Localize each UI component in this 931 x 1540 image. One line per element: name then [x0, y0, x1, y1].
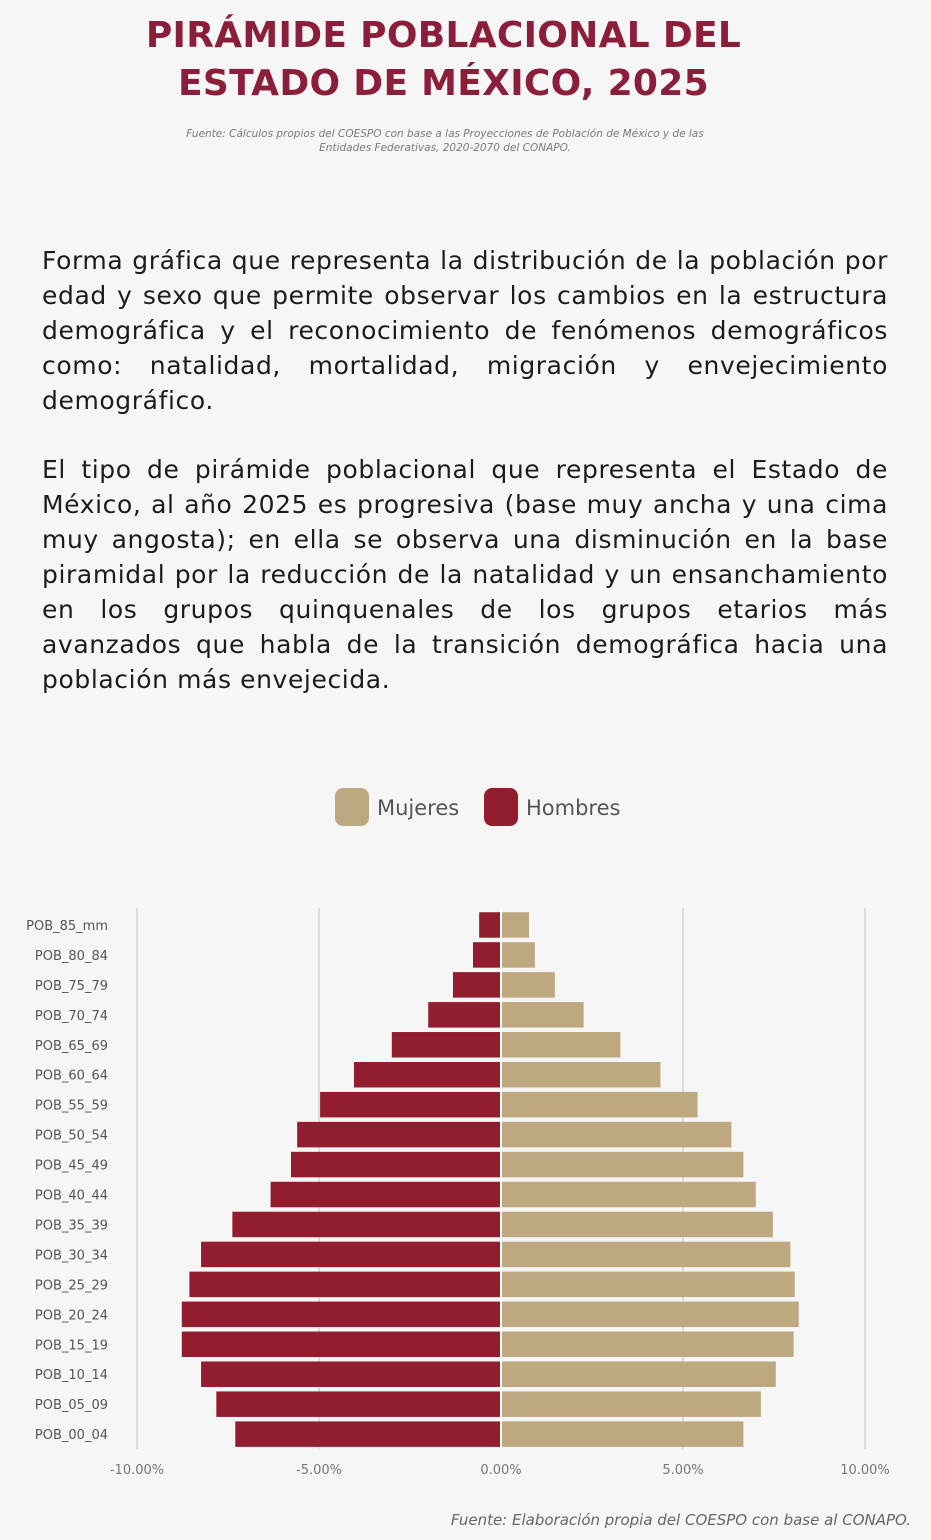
y-tick-label: POB_00_04: [35, 1428, 108, 1443]
bar-mujeres: [501, 1002, 584, 1028]
bar-mujeres: [501, 1061, 661, 1088]
y-tick-label: POB_60_64: [35, 1069, 108, 1084]
bar-mujeres: [501, 1211, 773, 1238]
bar-mujeres: [501, 1421, 744, 1447]
y-tick-label: POB_10_14: [35, 1368, 108, 1383]
description-paragraph-2: El tipo de pirámide poblacional que repr…: [42, 455, 888, 694]
bar-hombres: [479, 912, 501, 938]
bar-mujeres: [501, 1391, 761, 1417]
bar-hombres: [353, 1061, 501, 1088]
bar-hombres: [232, 1211, 502, 1238]
page-title: PIRÁMIDE POBLACIONAL DEL ESTADO DE MÉXIC…: [0, 12, 887, 108]
x-tick-label: -5.00%: [296, 1463, 342, 1478]
source-top-line-2: Entidades Federativas, 2020-2070 del CON…: [319, 142, 571, 154]
bar-mujeres: [501, 1301, 799, 1328]
bar-mujeres: [501, 1331, 794, 1358]
bar-hombres: [428, 1002, 501, 1028]
bar-hombres: [297, 1121, 501, 1148]
y-tick-label: POB_40_44: [35, 1189, 108, 1204]
chart-legend: Mujeres Hombres: [0, 788, 931, 828]
y-tick-label: POB_70_74: [35, 1009, 108, 1024]
x-tick-label: 5.00%: [662, 1463, 703, 1478]
bar-hombres: [201, 1241, 501, 1268]
bar-mujeres: [501, 972, 555, 998]
bar-mujeres: [501, 1151, 744, 1178]
source-note-top: Fuente: Cálculos propios del COESPO con …: [120, 127, 770, 155]
bar-mujeres: [501, 942, 535, 968]
bar-hombres: [216, 1391, 502, 1417]
bar-mujeres: [501, 1271, 795, 1298]
legend-swatch-hombres: [484, 788, 518, 826]
y-tick-label: POB_20_24: [35, 1308, 108, 1323]
bar-hombres: [181, 1331, 501, 1358]
description-paragraph-1: Forma gráfica que representa la distribu…: [42, 246, 888, 415]
y-tick-label: POB_50_54: [35, 1129, 108, 1144]
title-line-2: ESTADO DE MÉXICO, 2025: [178, 63, 709, 104]
bar-hombres: [201, 1361, 501, 1387]
bar-mujeres: [501, 1241, 791, 1268]
population-pyramid-chart: -10.00% -5.00% 0.00% 5.00% 10.00% POB_85_mm PO…: [26, 908, 890, 1478]
source-top-line-1: Fuente: Cálculos propios del COESPO con …: [186, 128, 704, 140]
bar-mujeres: [501, 912, 530, 938]
bar-hombres: [320, 1091, 501, 1118]
y-tick-label: POB_55_59: [35, 1099, 108, 1114]
bar-hombres: [181, 1301, 501, 1328]
y-tick-label: POB_35_39: [35, 1218, 108, 1233]
bar-hombres: [391, 1032, 501, 1058]
x-tick-label: -10.00%: [110, 1463, 164, 1478]
source-note-bottom: Fuente: Elaboración propia del COESPO co…: [450, 1511, 911, 1529]
bar-mujeres: [501, 1032, 621, 1058]
x-tick-label: 10.00%: [840, 1463, 890, 1478]
y-tick-label: POB_05_09: [35, 1398, 108, 1413]
legend-swatch-mujeres: [335, 788, 369, 826]
x-tick-label: 0.00%: [480, 1463, 521, 1478]
bar-hombres: [290, 1151, 501, 1178]
y-tick-label: POB_45_49: [35, 1159, 108, 1174]
y-tick-label: POB_85_mm: [26, 919, 108, 934]
bar-hombres: [189, 1271, 501, 1298]
legend-label-hombres: Hombres: [526, 796, 621, 820]
bar-hombres: [235, 1421, 501, 1447]
bar-mujeres: [501, 1091, 698, 1118]
y-tick-label: POB_25_29: [35, 1278, 108, 1293]
y-tick-label: POB_15_19: [35, 1338, 108, 1353]
y-tick-label: POB_75_79: [35, 979, 108, 994]
bar-mujeres: [501, 1121, 732, 1148]
bar-mujeres: [501, 1361, 776, 1387]
bar-hombres: [270, 1181, 501, 1208]
bar-mujeres: [501, 1181, 756, 1208]
legend-label-mujeres: Mujeres: [377, 796, 460, 820]
bar-hombres: [452, 972, 501, 998]
bar-hombres: [472, 942, 501, 968]
y-tick-label: POB_30_34: [35, 1248, 108, 1263]
y-tick-label: POB_65_69: [35, 1039, 108, 1054]
y-tick-label: POB_80_84: [35, 949, 108, 964]
title-line-1: PIRÁMIDE POBLACIONAL DEL: [145, 15, 742, 56]
